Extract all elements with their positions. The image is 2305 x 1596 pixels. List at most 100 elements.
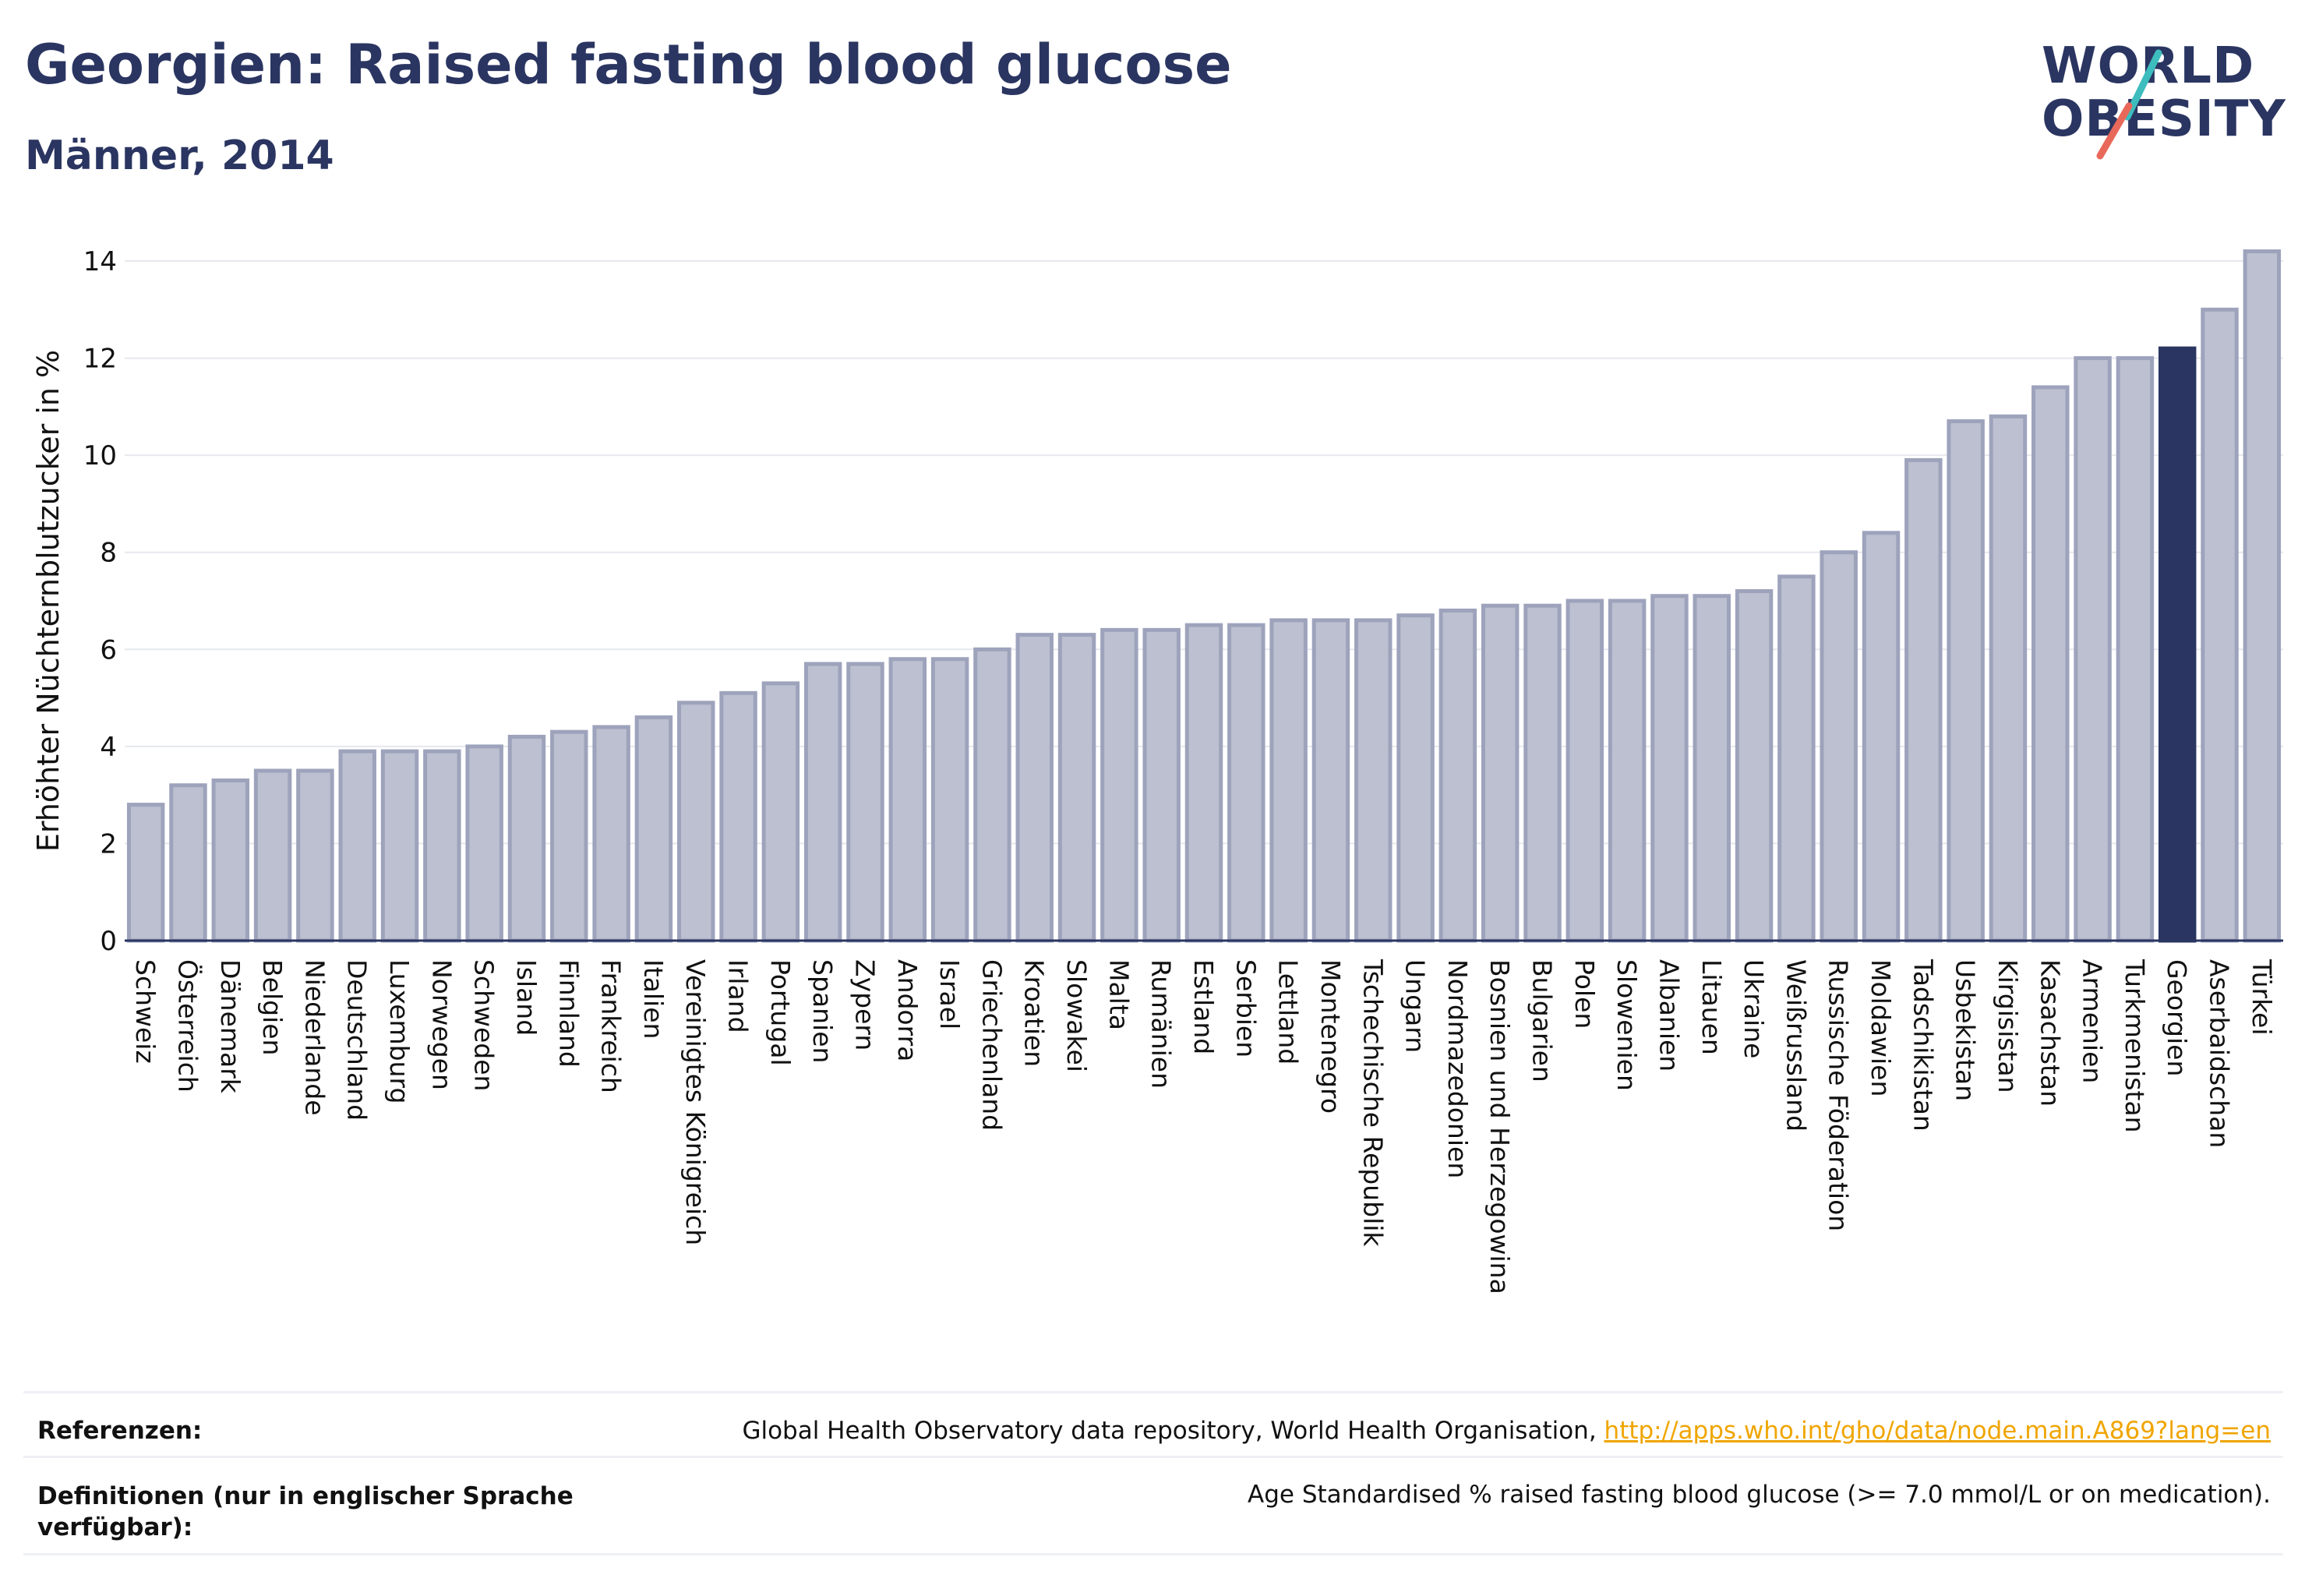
bar-österreich (169, 783, 207, 943)
y-axis-ticks: 0 2 4 6 8 10 12 14 (83, 246, 117, 957)
x-tick-label: Usbekistan (1950, 959, 1981, 1101)
references-link[interactable]: http://apps.who.int/gho/data/node.main.A… (1604, 1417, 2271, 1445)
x-tick-label: Dänemark (215, 959, 245, 1094)
bar-tadschikistan (1904, 457, 1943, 943)
bar-zypern (846, 662, 884, 943)
x-tick-label: Niederlande (299, 959, 330, 1116)
bar-kroatien (1015, 633, 1054, 943)
x-tick-label: Schweden (469, 959, 499, 1091)
x-tick-label: Ukraine (1738, 959, 1769, 1058)
bar-island (507, 734, 546, 943)
bar-schweiz (126, 803, 165, 943)
x-tick-label: Turkmenistan (2120, 959, 2150, 1133)
logo-slash-icon (2096, 49, 2162, 160)
bar-rumänien (1142, 627, 1181, 943)
bar-andorra (888, 657, 927, 943)
logo-text-line1: WORLD (2042, 37, 2255, 95)
x-tick-label: Polen (1569, 959, 1600, 1029)
x-tick-label: Andorra (892, 959, 923, 1061)
y-tick-label: 6 (100, 634, 117, 666)
x-tick-label: Portugal (765, 959, 796, 1066)
x-tick-label: Schweiz (130, 959, 161, 1064)
x-tick-label: Moldawien (1866, 959, 1896, 1096)
x-tick-label: Österreich (172, 959, 203, 1093)
x-tick-label: Türkei (2247, 959, 2277, 1036)
definitions-text: Age Standardised % raised fasting blood … (1248, 1481, 2271, 1509)
bar-niederlande (296, 768, 334, 943)
bar-serbien (1227, 623, 1265, 943)
x-tick-label: Vereinigtes Königreich (680, 959, 711, 1245)
x-tick-label: Deutschland (342, 959, 372, 1121)
x-tick-label: Estland (1188, 959, 1219, 1054)
x-axis-labels: Schweiz Österreich Dänemark Belgien Niederla… (130, 959, 2277, 1294)
footer-divider-top (23, 1391, 2283, 1393)
references-text: Global Health Observatory data repositor… (742, 1417, 2271, 1445)
x-tick-label: Weißrussland (1781, 959, 1811, 1132)
world-obesity-logo: WORLD OBESITY (2034, 31, 2291, 164)
x-tick-label: Slowenien (1611, 959, 1642, 1091)
bar-türkei (2243, 249, 2282, 943)
y-tick-label: 2 (100, 828, 117, 860)
x-tick-label: Kasachstan (2035, 959, 2065, 1107)
x-tick-label: Tadschikistan (1908, 959, 1938, 1132)
y-axis-label: Erhöhter Nüchternblutzucker in % (31, 350, 65, 852)
bar-ukraine (1735, 589, 1774, 943)
references-source: Global Health Observatory data repositor… (742, 1417, 1604, 1445)
y-tick-label: 10 (83, 440, 117, 471)
bar-nordmazedonien (1438, 608, 1477, 943)
x-tick-label: Ungarn (1400, 959, 1431, 1053)
bar-norwegen (423, 749, 461, 943)
chart-title: Georgien: Raised fasting blood glucose (25, 33, 1232, 97)
x-tick-label: Aserbaidschan (2204, 959, 2235, 1148)
x-tick-label: Griechenland (976, 959, 1007, 1131)
bar-dänemark (211, 778, 250, 943)
bar-belgien (253, 768, 292, 943)
x-tick-label: Tschechische Republik (1357, 959, 1388, 1247)
bar-montenegro (1311, 618, 1350, 943)
x-tick-label: Belgien (257, 959, 288, 1055)
bar-aserbaidschan (2201, 307, 2239, 943)
y-tick-label: 4 (100, 732, 117, 763)
bar-litauen (1693, 594, 1731, 943)
bar-finnland (550, 729, 588, 943)
chart-subtitle: Männer, 2014 (25, 132, 334, 179)
x-tick-label: Bosnien und Herzegowina (1484, 959, 1515, 1294)
y-tick-label: 14 (83, 246, 117, 277)
definitions-label: Definitionen (nur in englischer Sprache … (37, 1482, 574, 1541)
x-tick-label: Albanien (1654, 959, 1684, 1072)
bar-griechenland (973, 647, 1011, 943)
x-tick-label: Finnland (553, 959, 584, 1068)
x-tick-label: Lettland (1273, 959, 1304, 1065)
x-tick-label: Zypern (849, 959, 880, 1050)
x-tick-label: Nordmazedonien (1442, 959, 1473, 1178)
bar-weißrussland (1777, 574, 1816, 943)
bar-kasachstan (2031, 385, 2070, 943)
x-tick-label: Kroatien (1019, 959, 1050, 1067)
bar-armenien (2074, 356, 2112, 943)
bar-irland (719, 690, 757, 943)
bar-albanien (1650, 594, 1689, 943)
bar-frankreich (592, 725, 630, 943)
bar-spanien (803, 662, 842, 943)
bar-slowakei (1057, 633, 1096, 943)
bar-deutschland (338, 749, 376, 943)
x-tick-label: Irland (723, 959, 754, 1033)
bar-slowenien (1608, 598, 1647, 943)
y-tick-label: 0 (100, 926, 117, 957)
bar-schweden (465, 744, 503, 943)
bar-bosnien-und-herzegowina (1481, 603, 1520, 943)
x-tick-label: Israel (934, 959, 965, 1029)
x-tick-label: Rumänien (1146, 959, 1177, 1089)
footer-divider-bottom (23, 1553, 2283, 1555)
x-tick-label: Island (511, 959, 542, 1036)
bar-estland (1184, 623, 1223, 943)
bars (126, 249, 2282, 943)
x-tick-label: Armenien (2077, 959, 2108, 1083)
bar-ungarn (1396, 613, 1435, 943)
bar-kirgisistan (1989, 414, 2028, 943)
x-tick-label: Litauen (1696, 959, 1727, 1055)
x-tick-label: Montenegro (1315, 959, 1346, 1114)
bar-polen (1565, 598, 1604, 943)
y-tick-label: 8 (100, 538, 117, 569)
footer-divider-middle (23, 1456, 2283, 1458)
